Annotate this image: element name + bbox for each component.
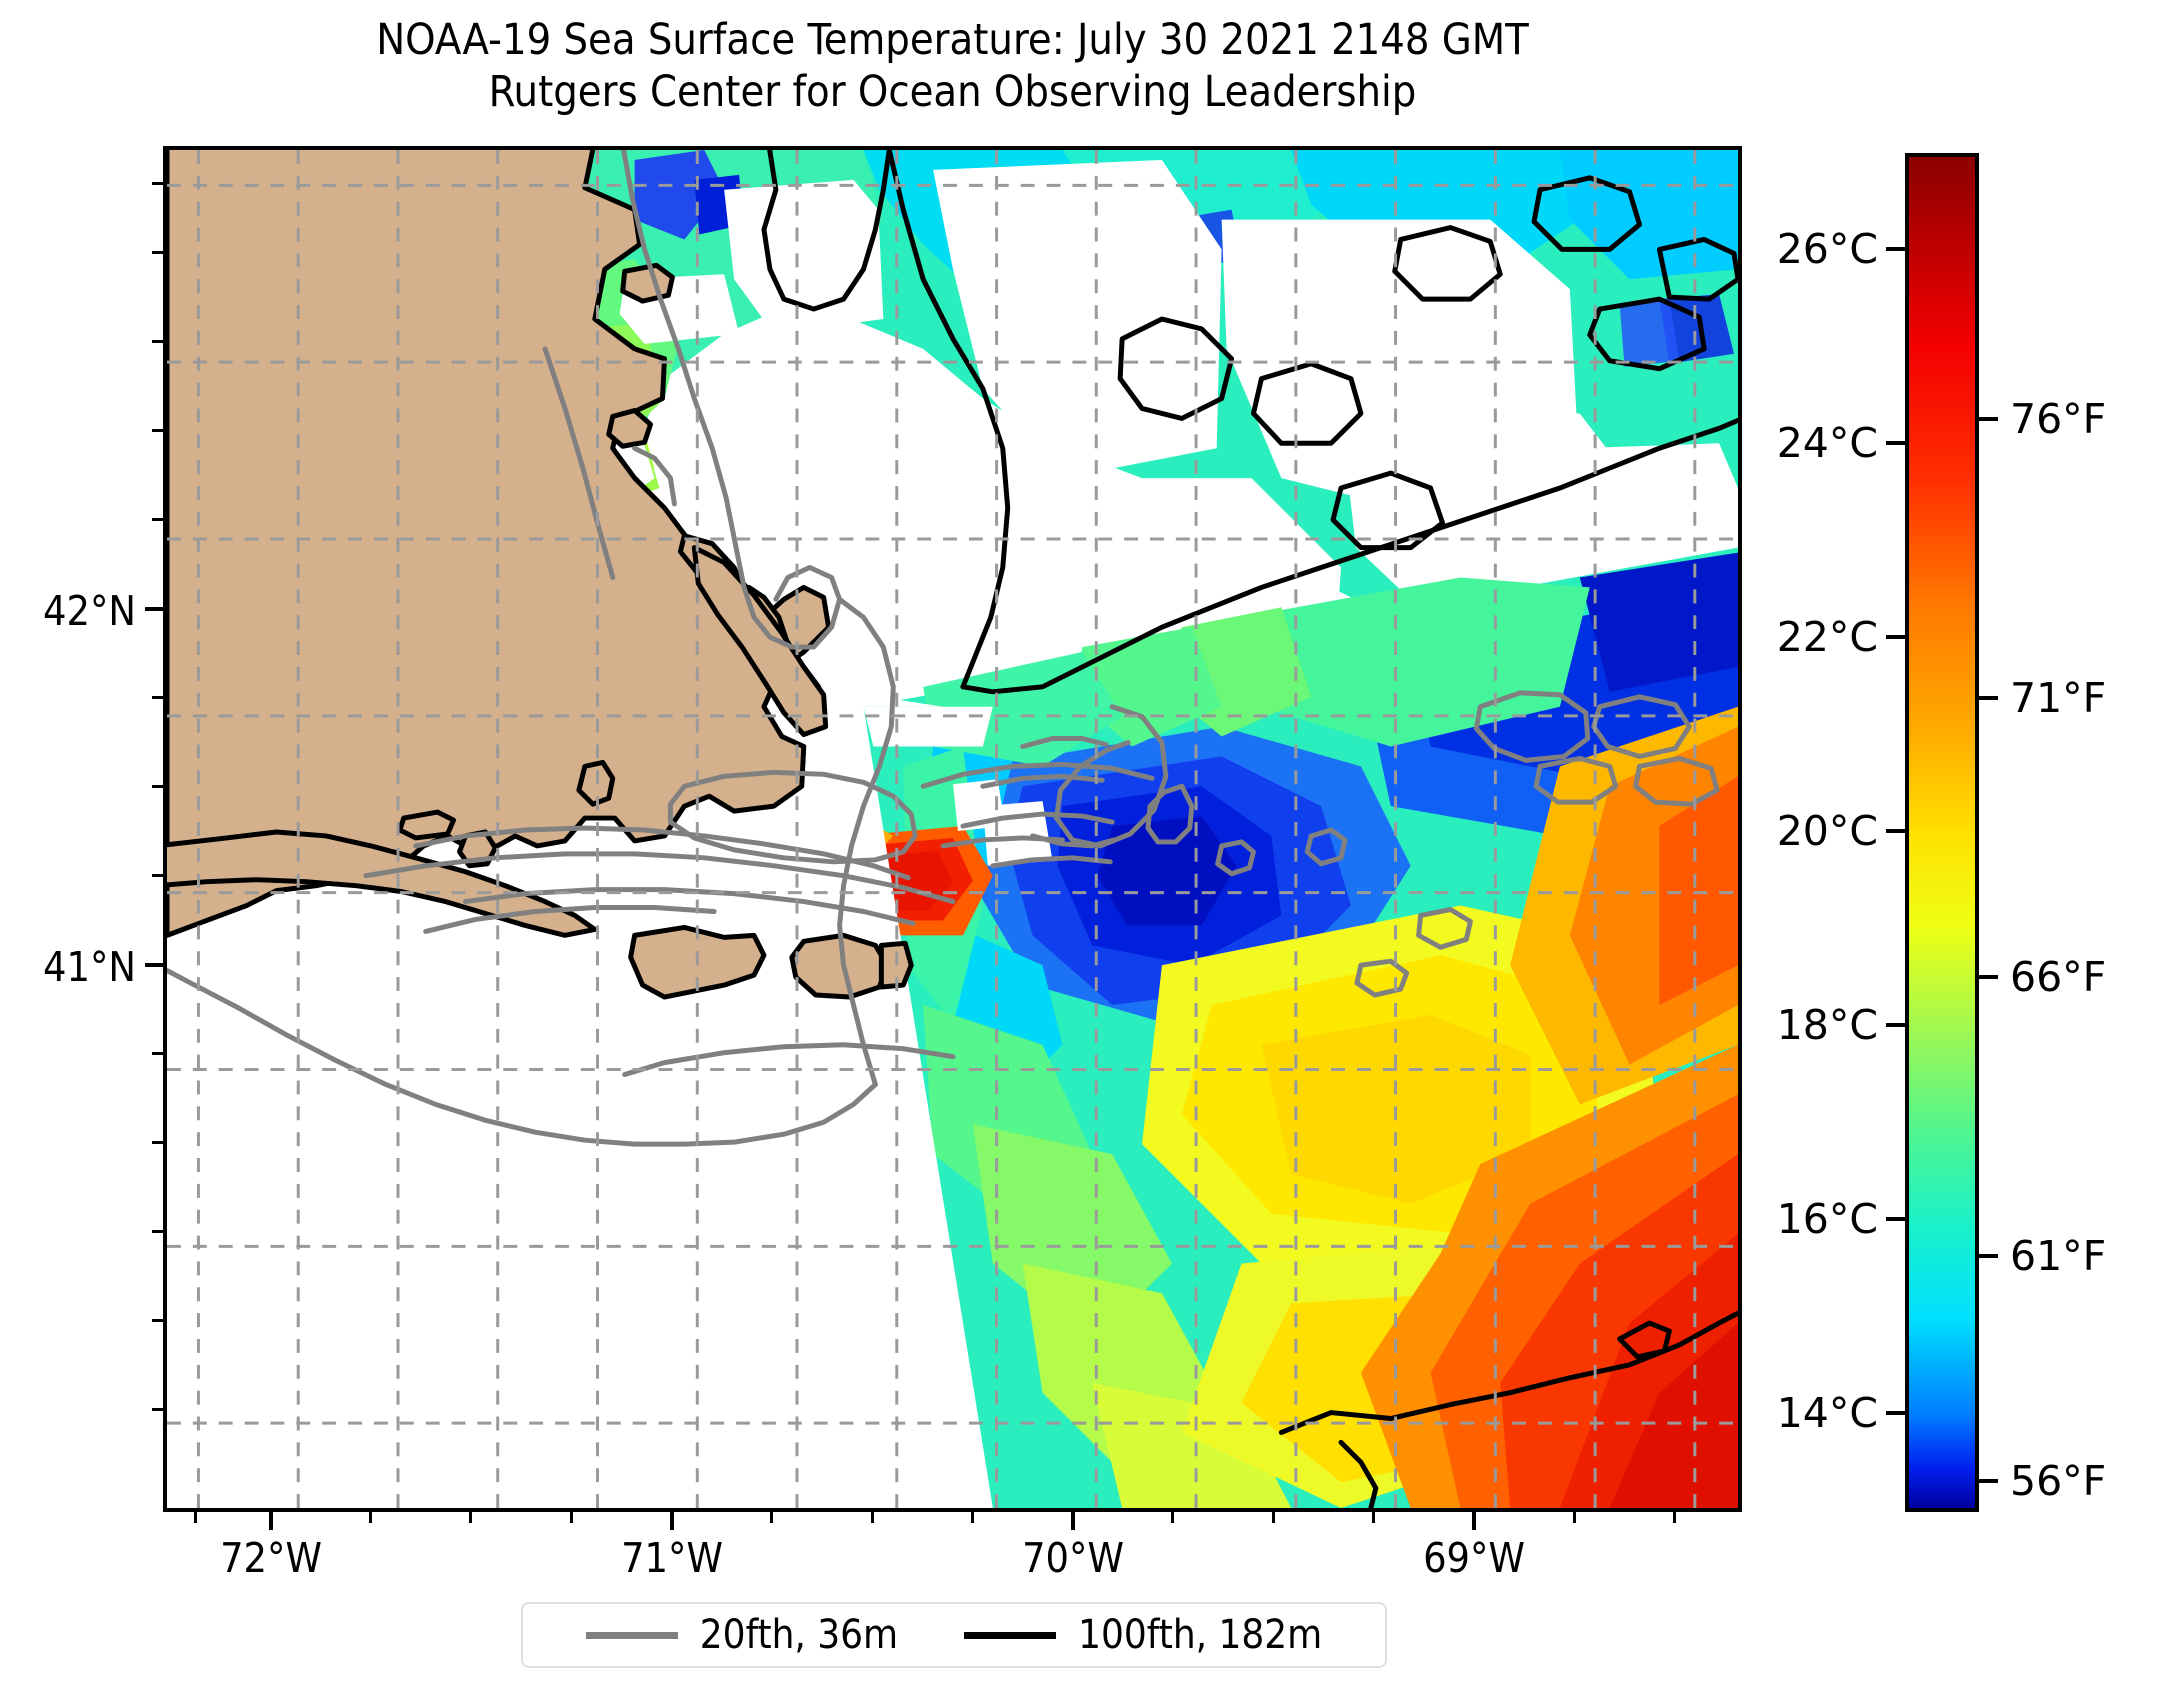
cb-label-76f: 76°F	[2010, 395, 2107, 443]
cb-tick-66f	[1979, 975, 1998, 979]
x-tick-minor	[194, 1512, 197, 1523]
cb-label-61f: 61°F	[2010, 1232, 2107, 1280]
y-axis-label-41n: 41°N	[43, 943, 136, 991]
y-tick-41n	[145, 963, 163, 967]
legend-label-20fth: 20fth, 36m	[699, 1612, 899, 1658]
map-axes[interactable]	[163, 146, 1742, 1512]
y-tick-minor	[152, 251, 163, 254]
cb-tick-20c	[1886, 829, 1905, 833]
cb-tick-26c	[1886, 247, 1905, 251]
cb-label-71f: 71°F	[2010, 674, 2107, 722]
y-tick-minor	[152, 1141, 163, 1144]
y-tick-minor	[152, 785, 163, 788]
cb-label-18c: 18°C	[1776, 1001, 1878, 1049]
cb-label-20c: 20°C	[1776, 807, 1878, 855]
colorbar[interactable]	[1905, 153, 1979, 1512]
title-line-2: Rutgers Center for Ocean Observing Leade…	[488, 67, 1417, 118]
y-tick-minor	[152, 874, 163, 877]
y-tick-minor	[152, 696, 163, 699]
cb-label-24c: 24°C	[1776, 419, 1878, 467]
y-tick-minor	[152, 340, 163, 343]
y-tick-minor	[152, 1319, 163, 1322]
sst-raster-gulf-of-maine	[465, 150, 1738, 727]
x-tick-minor	[871, 1512, 874, 1523]
y-tick-42n	[145, 607, 163, 611]
x-tick-69w	[1472, 1512, 1476, 1530]
cb-tick-61f	[1979, 1254, 1998, 1258]
cb-tick-16c	[1886, 1217, 1905, 1221]
depth-contour-legend[interactable]: 20fth, 36m 100fth, 182m	[521, 1602, 1387, 1668]
cb-tick-14c	[1886, 1411, 1905, 1415]
y-tick-minor	[152, 429, 163, 432]
legend-line-20fth	[585, 1631, 678, 1639]
title-line-1: NOAA-19 Sea Surface Temperature: July 30…	[376, 15, 1529, 65]
cb-tick-18c	[1886, 1023, 1905, 1027]
y-tick-minor	[152, 182, 163, 185]
map-gridlines	[167, 150, 1738, 1508]
x-tick-minor	[1171, 1512, 1174, 1523]
x-axis-label-72w: 72°W	[220, 1534, 322, 1582]
y-tick-minor	[152, 1052, 163, 1055]
colorbar-gradient	[1909, 157, 1975, 1508]
x-tick-70w	[1071, 1512, 1075, 1530]
legend-label-100fth: 100fth, 182m	[1078, 1612, 1323, 1658]
cb-label-22c: 22°C	[1776, 613, 1878, 661]
y-tick-minor	[152, 518, 163, 521]
x-tick-minor	[1272, 1512, 1275, 1523]
figure-title: NOAA-19 Sea Surface Temperature: July 30…	[0, 14, 1905, 119]
x-tick-minor	[1673, 1512, 1676, 1523]
y-axis-label-42n: 42°N	[43, 587, 136, 635]
x-axis-label-71w: 71°W	[621, 1534, 723, 1582]
cb-label-26c: 26°C	[1776, 225, 1878, 273]
cb-label-66f: 66°F	[2010, 953, 2107, 1001]
cb-label-14c: 14°C	[1776, 1389, 1878, 1437]
cb-tick-24c	[1886, 441, 1905, 445]
legend-line-100fth	[964, 1631, 1057, 1639]
x-tick-minor	[1573, 1512, 1576, 1523]
x-axis-label-70w: 70°W	[1022, 1534, 1124, 1582]
x-tick-minor	[369, 1512, 372, 1523]
x-axis-label-69w: 69°W	[1423, 1534, 1525, 1582]
y-tick-minor	[152, 1408, 163, 1411]
cb-tick-22c	[1886, 635, 1905, 639]
x-tick-minor	[971, 1512, 974, 1523]
x-tick-minor	[770, 1512, 773, 1523]
cb-tick-71f	[1979, 696, 1998, 700]
x-tick-71w	[670, 1512, 674, 1530]
x-tick-minor	[570, 1512, 573, 1523]
x-tick-72w	[269, 1512, 273, 1530]
x-tick-minor	[469, 1512, 472, 1523]
cb-tick-56f	[1979, 1479, 1998, 1483]
contour-20fth	[167, 150, 1720, 1147]
cb-tick-76f	[1979, 417, 1998, 421]
cb-label-56f: 56°F	[2010, 1457, 2107, 1505]
map-canvas	[167, 150, 1738, 1508]
x-tick-minor	[1372, 1512, 1375, 1523]
cb-label-16c: 16°C	[1776, 1195, 1878, 1243]
y-tick-minor	[152, 1230, 163, 1233]
legend-entry-100fth[interactable]: 100fth, 182m	[964, 1612, 1322, 1658]
legend-entry-20fth[interactable]: 20fth, 36m	[585, 1612, 899, 1658]
